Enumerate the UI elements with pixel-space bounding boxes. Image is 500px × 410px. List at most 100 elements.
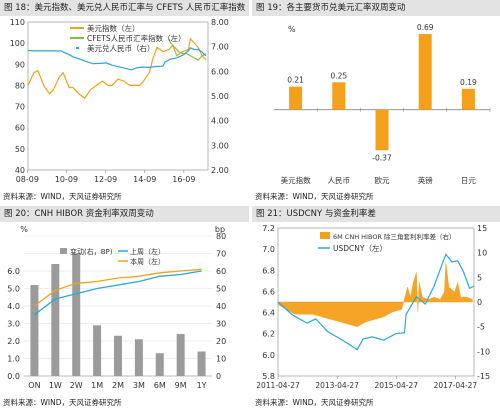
category-label: 2M <box>112 381 124 390</box>
left-tick-label: 7.0 <box>262 245 275 254</box>
chart-panel-21: 图 21：USDCNY 与资金利率差 7.2 7.0 6.8 6.6 6.4 6.2 6.0… <box>252 206 500 410</box>
left-tick-label: 70 <box>15 103 25 112</box>
left-unit-label: % <box>20 225 28 234</box>
left-tick-label: 100 <box>10 39 25 48</box>
left-tick-label: 6.6 <box>262 287 275 296</box>
legend-swatch <box>320 232 330 239</box>
chart-source-21: 资料来源：WIND，天风证券研究所 <box>255 398 374 407</box>
series-area-spread <box>277 262 473 327</box>
legend-swatch <box>76 47 79 49</box>
chart-panel-19: 图 19：各主要货币兑美元汇率双周变动 % 0.21 美元指数 0.25 人民币 -0.3… <box>252 0 500 204</box>
series-line-usdcny <box>277 253 475 351</box>
right-tick-label: 40 <box>216 302 226 311</box>
left-tick-label: 110 <box>10 18 25 27</box>
left-tick-label: 6.2 <box>262 330 275 339</box>
legend-label: USDCNY（左） <box>333 243 387 253</box>
right-tick-label: 2.00 <box>211 166 229 175</box>
bar <box>134 339 143 376</box>
legend-label: 美元指数（左） <box>87 23 140 33</box>
left-tick-label: 5.8 <box>262 372 275 381</box>
chart-title-19: 图 19：各主要货币兑美元汇率双周变动 <box>252 0 500 16</box>
right-tick-label: 60 <box>216 267 226 276</box>
right-tick-label: 70 <box>216 250 226 259</box>
bar <box>332 82 346 110</box>
right-tick-label: 20 <box>216 337 226 346</box>
right-tick-label: 5 <box>477 273 482 282</box>
chart-19-svg: % 0.21 美元指数 0.25 人民币 -0.37 欧元 0.69 英镑 0.19 日元 <box>274 23 491 185</box>
legend-label: 上周（左） <box>130 247 165 256</box>
left-tick-label: 5.0 <box>7 285 20 294</box>
series-line-0 <box>27 37 207 99</box>
right-tick-label: 50 <box>216 285 226 294</box>
right-tick-label: 10 <box>216 355 226 364</box>
category-label: 1M <box>91 381 103 390</box>
bar <box>114 335 122 376</box>
category-label: 美元指数 <box>281 175 311 185</box>
right-tick-label: 5.00 <box>211 92 229 101</box>
category-label: 人民币 <box>328 176 351 185</box>
bar <box>289 86 303 110</box>
category-label: 2W <box>70 381 83 390</box>
series-line-1 <box>34 268 202 307</box>
data-label: 0.25 <box>330 71 347 80</box>
plot-frame <box>27 21 209 171</box>
left-tick-label: 80 <box>15 81 25 90</box>
left-tick-label: 60 <box>15 124 25 133</box>
left-tick-label: 4.0 <box>7 302 20 311</box>
left-tick-label: 6.8 <box>262 266 275 275</box>
left-tick-label: 90 <box>15 60 25 69</box>
left-tick-label: 50 <box>15 145 25 154</box>
bar <box>93 325 102 376</box>
bar <box>375 109 389 151</box>
right-tick-label: 4.00 <box>211 117 229 126</box>
bar <box>155 353 164 376</box>
legend-label: 6M CNH HIBOR 除三角套利利率差（右） <box>333 232 456 241</box>
category-label: 欧元 <box>375 175 390 185</box>
bar <box>461 88 475 110</box>
x-tick-label: 14-09 <box>133 175 156 184</box>
category-label: ON <box>28 381 40 390</box>
category-label: 9M <box>175 381 187 390</box>
bar <box>30 285 39 376</box>
bar <box>51 264 60 376</box>
category-label: 1W <box>49 381 62 390</box>
right-tick-label: 0 <box>216 372 221 381</box>
right-tick-label: 3.00 <box>211 141 229 150</box>
right-tick-label: 7.00 <box>211 43 229 52</box>
x-tick-label: 2015-04-27 <box>374 381 418 390</box>
x-tick-label: 08-09 <box>16 175 39 184</box>
x-tick-label: 12-09 <box>94 175 117 184</box>
data-label: -0.37 <box>372 153 392 162</box>
right-tick-label: -5 <box>477 323 485 332</box>
bar <box>72 253 81 376</box>
chart-source-18: 资料来源：WIND，天风证券研究所 <box>3 192 122 201</box>
chart-source-20: 资料来源：WIND，天风证券研究所 <box>3 398 122 407</box>
left-tick-label: 3.0 <box>7 320 20 329</box>
chart-source-19: 资料来源：WIND，天风证券研究所 <box>255 192 374 201</box>
chart-20-svg: % bp 6.0 5.0 4.0 3.0 2.0 1.0 0.0 80 70 60 50 40 30 20 10… <box>7 225 226 390</box>
series-line-1 <box>168 38 207 61</box>
bar <box>197 351 206 376</box>
right-tick-label: 8.00 <box>211 18 229 27</box>
bar <box>176 334 185 376</box>
data-label: 0.69 <box>417 23 434 32</box>
series-line-2 <box>27 47 207 71</box>
left-tick-label: 0.0 <box>7 372 20 381</box>
chart-panel-20: 图 20：CNH HIBOR 资金利率双周变动 % bp 6.0 5.0 4.0 3.0 2… <box>0 206 249 410</box>
chart-18-svg: 110 100 90 80 70 60 50 40 8.00 7.00 6.00 5.00 4.00 3.… <box>10 18 229 184</box>
chart-title-20: 图 20：CNH HIBOR 资金利率双周变动 <box>0 206 249 222</box>
left-tick-label: 6.4 <box>262 309 275 318</box>
right-tick-label: 10 <box>477 249 487 258</box>
legend-label: CFETS人民币汇率指数（左） <box>87 33 186 43</box>
right-unit-label: bp <box>215 225 225 234</box>
data-label: 0.21 <box>287 76 304 85</box>
x-tick-label: 10-09 <box>55 175 78 184</box>
right-tick-label: 15 <box>477 224 487 233</box>
right-tick-label: 80 <box>216 232 226 241</box>
x-tick-label: 2017-04-27 <box>434 381 478 390</box>
left-tick-label: 1.0 <box>7 355 20 364</box>
category-label: 6M <box>154 381 166 390</box>
category-label: 英镑 <box>418 175 433 185</box>
chart-21-svg: 7.27.06.86.66.46.26.05.8151050-5-10-1520… <box>256 224 490 390</box>
category-label: 3M <box>133 381 145 390</box>
